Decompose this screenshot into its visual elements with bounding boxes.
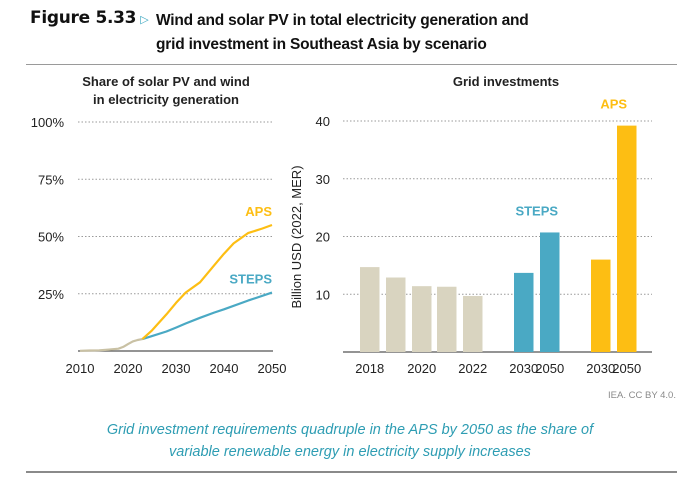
bar-chart: Grid investments Billion USD (2022, MER)…	[289, 74, 652, 376]
bar-historical-2019	[386, 277, 406, 352]
bar-chart-x-tick: 2022	[458, 361, 487, 376]
figure-title: Wind and solar PV in total electricity g…	[156, 9, 656, 57]
bar-chart-x-tick: 2050	[612, 361, 641, 376]
line-chart-x-tick: 2040	[210, 361, 239, 376]
bar-chart-y-tick: 30	[316, 172, 330, 187]
triangle-right-icon: ▷	[140, 13, 149, 26]
bar-chart-y-axis-label: Billion USD (2022, MER)	[289, 165, 304, 308]
bar-chart-y-tick: 10	[316, 287, 330, 302]
line-chart-y-tick: 75%	[38, 172, 64, 187]
bar-series-label-aps: APS	[600, 97, 627, 112]
figure-caption: Grid investment requirements quadruple i…	[40, 419, 660, 463]
line-chart-x-tick: 2020	[114, 361, 143, 376]
bar-steps-2050	[540, 232, 560, 352]
line-chart-y-tick: 25%	[38, 287, 64, 302]
bar-historical-2020	[412, 286, 432, 352]
bar-chart-x-tick: 2030	[509, 361, 538, 376]
line-series-historical	[79, 338, 143, 352]
line-series-aps	[141, 223, 273, 340]
line-chart: Share of solar PV and wind in electricit…	[31, 74, 287, 376]
line-chart-y-tick: 50%	[38, 230, 64, 245]
bar-steps-2030	[514, 272, 534, 352]
caption-line2: variable renewable energy in electricity…	[169, 444, 531, 460]
bar-chart-y-tick: 40	[316, 114, 330, 129]
bar-chart-x-tick: 2018	[355, 361, 384, 376]
bottom-divider	[26, 471, 677, 473]
caption-line1: Grid investment requirements quadruple i…	[106, 422, 594, 438]
figure-number: Figure 5.33	[30, 8, 137, 28]
bar-chart-y-tick: 20	[316, 230, 330, 245]
bar-series-label-steps: STEPS	[515, 203, 558, 218]
bar-aps-2030	[591, 259, 611, 352]
line-series-steps	[142, 291, 273, 341]
line-series-label-aps: APS	[245, 204, 272, 219]
line-series-label-steps: STEPS	[229, 272, 272, 287]
bar-historical-2022	[463, 295, 483, 352]
top-divider	[26, 64, 677, 65]
bar-aps-2050	[617, 125, 637, 353]
line-chart-title-line1: Share of solar PV and wind	[82, 74, 250, 89]
line-chart-x-tick: 2010	[66, 361, 95, 376]
figure-label: Figure 5.33 ▷	[30, 8, 149, 28]
bar-chart-title: Grid investments	[453, 74, 559, 89]
line-chart-x-tick: 2050	[258, 361, 287, 376]
bar-chart-x-tick: 2030	[586, 361, 615, 376]
line-chart-y-tick: 100%	[31, 115, 65, 130]
figure-title-line2: grid investment in Southeast Asia by sce…	[156, 36, 487, 53]
line-chart-x-tick: 2030	[162, 361, 191, 376]
figure-title-line1: Wind and solar PV in total electricity g…	[156, 12, 529, 29]
bar-chart-x-tick: 2050	[535, 361, 564, 376]
bar-historical-2018	[360, 267, 380, 352]
credit-text: IEA. CC BY 4.0.	[608, 390, 676, 401]
bar-historical-2021	[437, 286, 457, 352]
bar-chart-x-tick: 2020	[407, 361, 436, 376]
line-chart-title-line2: in electricity generation	[93, 92, 239, 107]
